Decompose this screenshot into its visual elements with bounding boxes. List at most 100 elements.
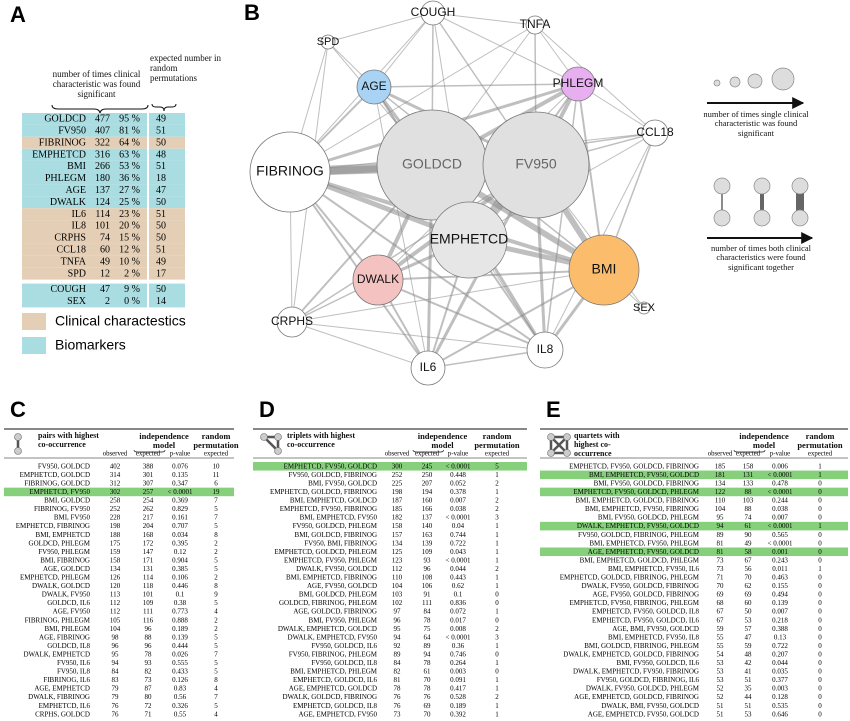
cell: 0.011	[772, 565, 788, 573]
table-row	[22, 184, 185, 197]
cell: 0.207	[772, 650, 788, 658]
cell: 1	[495, 574, 499, 582]
cell: 0	[818, 488, 822, 496]
cell: 0.555	[172, 659, 188, 667]
cell: EMPHETCD, PHLEGM	[20, 574, 91, 582]
cell: 0.076	[172, 462, 188, 470]
cell: EMPHETCD, GOLDCD, FIBRINOG, PHLEGM	[560, 574, 700, 582]
cell: 110	[392, 574, 403, 582]
cell: FV950	[58, 125, 86, 136]
cell: 56	[745, 565, 753, 573]
network-edge	[432, 12, 579, 85]
cell: 175	[110, 539, 121, 547]
cell: 134	[392, 539, 403, 547]
cell: 0	[818, 531, 822, 539]
cell: 157	[392, 531, 403, 539]
cell: 17	[156, 268, 166, 279]
cell: 104	[110, 625, 121, 633]
cell: 76	[394, 702, 402, 710]
cell: 0	[495, 650, 499, 658]
cell: 23 %	[119, 209, 140, 220]
cell: 78	[424, 659, 432, 667]
cell: 123	[392, 556, 403, 564]
cell: 103	[392, 591, 403, 599]
cell: 81	[717, 548, 725, 556]
cell: EMPHETCD, GOLDCD, FIBRINOG	[270, 488, 377, 496]
legend-node	[791, 177, 809, 195]
cell: 158	[392, 522, 403, 530]
cell: FIBRINOG, FV950	[34, 505, 91, 513]
cell: 225	[392, 479, 403, 487]
cell: DWALK, GOLDCD	[32, 582, 90, 590]
cell: 0.139	[172, 633, 188, 641]
cell: IL8	[72, 221, 86, 232]
cell: 134	[110, 565, 121, 573]
cell: DWALK, GOLDCD, FIBRINOG	[283, 693, 378, 701]
brace	[151, 103, 177, 112]
cell: 0	[818, 539, 822, 547]
cell: 0	[818, 685, 822, 693]
cell: 69	[717, 591, 725, 599]
cell: 58	[745, 548, 753, 556]
network-edge	[289, 24, 536, 173]
cell: 114	[95, 209, 110, 220]
cell: 0.38	[174, 599, 187, 607]
cell: 0.326	[172, 702, 188, 710]
cell: IL6	[72, 209, 86, 220]
cell: 0 %	[124, 296, 140, 307]
cell: 0.744	[450, 531, 466, 539]
row-highlight	[540, 487, 848, 497]
network-node	[560, 66, 596, 102]
cell: 314	[110, 471, 121, 479]
cell: 73	[717, 556, 725, 564]
random-header: random permutation	[797, 432, 843, 451]
brace	[133, 449, 166, 453]
cell: 139	[422, 539, 433, 547]
cell: TNFA	[61, 256, 87, 267]
cell: 0.04	[452, 522, 465, 530]
cell: 96	[424, 565, 432, 573]
cell: 0	[818, 574, 822, 582]
cell: 79	[112, 693, 120, 701]
cell: 70	[717, 582, 725, 590]
cell: 147	[143, 548, 154, 556]
cell: EMPHETCD, GOLDCD, IL8	[293, 702, 377, 710]
cell: 0	[818, 702, 822, 710]
cell: 0	[818, 548, 822, 556]
cell: EMPHETCD, GOLDCD, IL6	[293, 676, 377, 684]
cell: 96	[112, 642, 120, 650]
cell: 0	[818, 599, 822, 607]
cell: 0.091	[450, 676, 466, 684]
cell: 60	[100, 244, 110, 255]
cell: 69	[424, 702, 432, 710]
cell: 0.218	[772, 616, 788, 624]
cell: 94	[717, 522, 725, 530]
node-label: IL8	[537, 342, 554, 356]
cell: 53 %	[119, 161, 140, 172]
cell: 0.026	[172, 650, 188, 658]
cell: DWALK	[50, 197, 87, 208]
random-header-box: random permutation	[797, 432, 843, 451]
cell: BMI, FV950, PHLEGM	[309, 616, 378, 624]
cell: 0.444	[172, 642, 188, 650]
cell: CRPHS	[54, 233, 86, 244]
cell: 12 %	[119, 244, 140, 255]
cell: 0.043	[450, 548, 466, 556]
cell: 51	[745, 676, 753, 684]
cell: DWALK, EMPHETCD, GOLDCD, FIBRINOG	[563, 650, 699, 658]
cell: 257	[143, 488, 154, 496]
cell: 0.722	[450, 539, 466, 547]
cell: DWALK, EMPHETCD, FV950	[288, 633, 378, 641]
cell: BMI, EMPHETCD, FV950, PHLEGM	[589, 539, 699, 547]
legend-node	[753, 177, 771, 195]
cell: 0.106	[172, 574, 188, 582]
cell: 262	[143, 505, 154, 513]
cell: 5	[214, 505, 218, 513]
cell: 0.388	[772, 625, 788, 633]
cell: 63 %	[119, 149, 140, 160]
cell: 0	[818, 625, 822, 633]
node-label: PHLEGM	[553, 76, 604, 90]
cell: AGE	[65, 185, 86, 196]
cell: 8	[214, 531, 218, 539]
node-label: GOLDCD	[402, 156, 462, 172]
